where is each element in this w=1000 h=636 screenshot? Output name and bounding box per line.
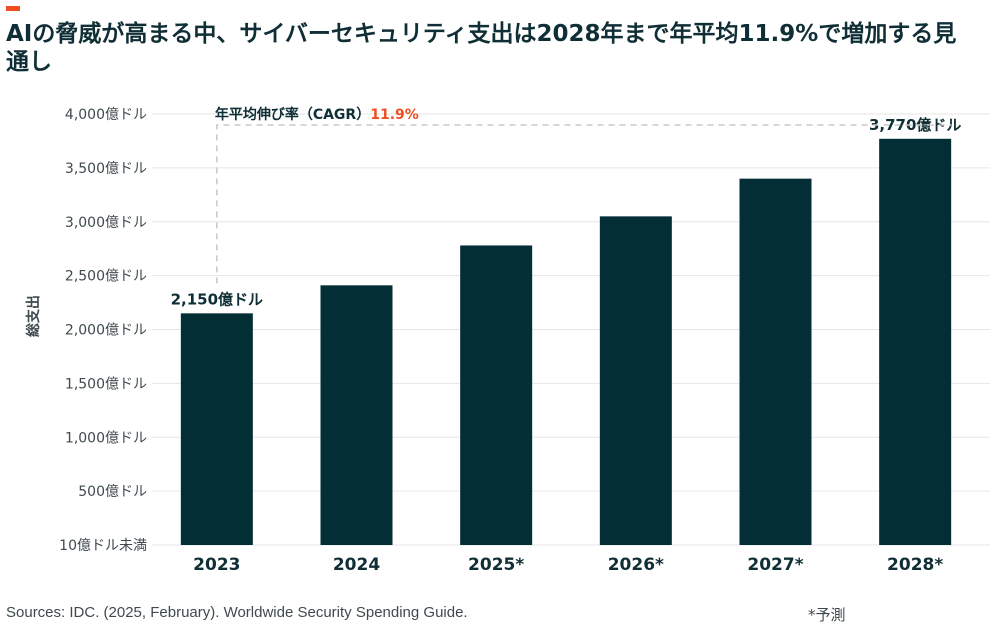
cagr-value: 11.9% [370,107,419,123]
bar-chart: 10億ドル未満 500億ドル 1,000億ドル 1,500億ドル 2,000億ドル 2,5… [25,106,990,575]
y-tick-label: 10億ドル未満 [59,538,147,554]
cagr-dashed-line [216,124,952,284]
accent-bar [6,6,20,11]
y-tick-label: 2,500億ドル [65,269,147,285]
data-label: 3,770億ドル [869,116,961,134]
y-axis-label: 総支出 [25,295,42,337]
x-tick-label: 2023 [193,555,240,575]
x-tick-label: 2026* [608,555,664,575]
cagr-label: 年平均伸び率（CAGR）11.9% [215,106,419,123]
bar [739,178,812,545]
y-axis-ticks: 10億ドル未満 500億ドル 1,000億ドル 1,500億ドル 2,000億ドル 2,5… [59,107,147,554]
bar [599,216,672,546]
bars [180,138,952,546]
bar [320,285,393,545]
source-note: Sources: IDC. (2025, February). Worldwid… [6,604,468,621]
y-tick-label: 500億ドル [78,484,147,500]
x-tick-label: 2028* [887,555,943,575]
data-labels: 2,150億ドル 3,770億ドル [171,116,962,309]
x-axis-ticks: 2023 2024 2025* 2026* 2027* 2028* [193,555,943,575]
grid-lines [152,113,990,546]
forecast-footnote: *予測 [808,606,846,624]
y-tick-label: 1,500億ドル [65,376,147,392]
x-tick-label: 2024 [333,555,380,575]
bar [180,313,253,545]
x-tick-label: 2027* [747,555,803,575]
x-tick-label: 2025* [468,555,524,575]
y-tick-label: 1,000億ドル [65,430,147,446]
y-tick-label: 3,000億ドル [65,215,147,231]
data-label: 2,150億ドル [171,290,263,308]
cagr-annotation: 年平均伸び率（CAGR）11.9% [215,106,952,284]
bar [460,245,533,545]
y-tick-label: 3,500億ドル [65,161,147,177]
y-tick-label: 2,000億ドル [65,323,147,339]
bar [879,138,952,545]
y-tick-label: 4,000億ドル [65,107,147,123]
chart-title: AIの脅威が高まる中、サイバーセキュリティ支出は2028年まで年平均11.9%で… [6,21,957,75]
